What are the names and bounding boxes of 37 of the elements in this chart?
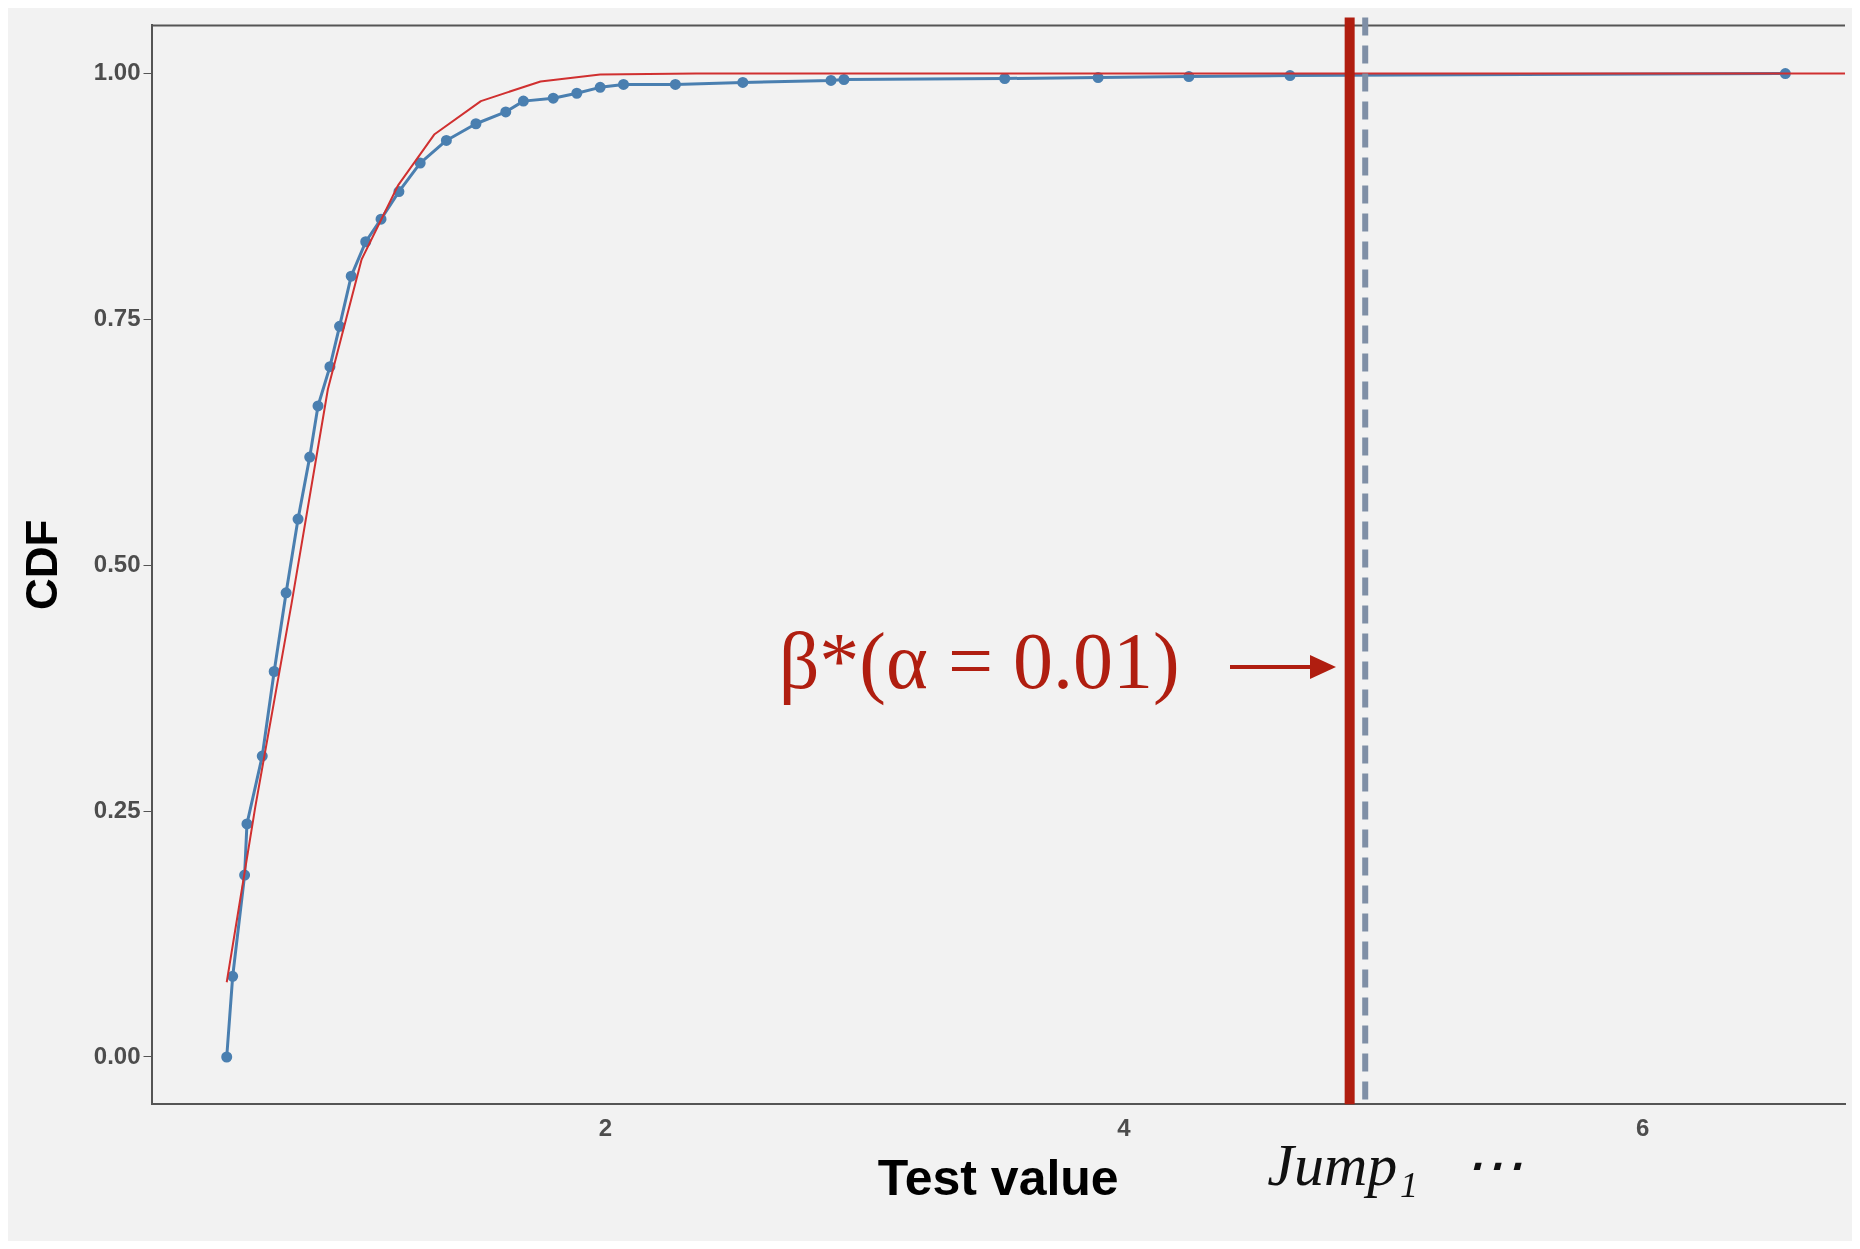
x-axis-title: Test value: [877, 1149, 1119, 1206]
point: [334, 320, 346, 332]
point: [571, 87, 583, 99]
y-tick-label: 0.25: [93, 795, 141, 823]
point: [304, 451, 316, 463]
point: [221, 1051, 233, 1063]
point: [470, 118, 482, 130]
point: [440, 134, 452, 146]
point: [999, 73, 1011, 84]
point: [838, 73, 850, 85]
x-tick-label: 2: [598, 1114, 613, 1142]
point: [737, 76, 749, 88]
point: [414, 157, 426, 169]
y-axis-title: CDF: [16, 519, 66, 611]
point: [825, 74, 837, 86]
ref-line-label: Jump₁ ⋯: [1267, 1131, 1524, 1198]
point: [345, 270, 357, 282]
point: [280, 587, 292, 599]
point: [292, 513, 304, 525]
point: [517, 95, 529, 107]
point: [547, 92, 559, 104]
x-tick-label: 6: [1636, 1114, 1650, 1142]
point: [500, 106, 512, 118]
y-tick-label: 0.75: [93, 304, 141, 332]
point: [669, 78, 681, 90]
point: [241, 818, 253, 830]
annotation: β*(α = 0.01): [778, 617, 1180, 707]
point: [360, 236, 372, 248]
point: [227, 970, 239, 982]
point: [312, 400, 324, 412]
point: [268, 666, 280, 677]
x-tick-label: 4: [1117, 1114, 1132, 1142]
point: [618, 78, 630, 90]
y-tick-label: 1.00: [93, 58, 141, 86]
y-tick-label: 0.00: [93, 1041, 141, 1069]
point: [594, 81, 606, 93]
y-tick-label: 0.50: [93, 549, 141, 577]
